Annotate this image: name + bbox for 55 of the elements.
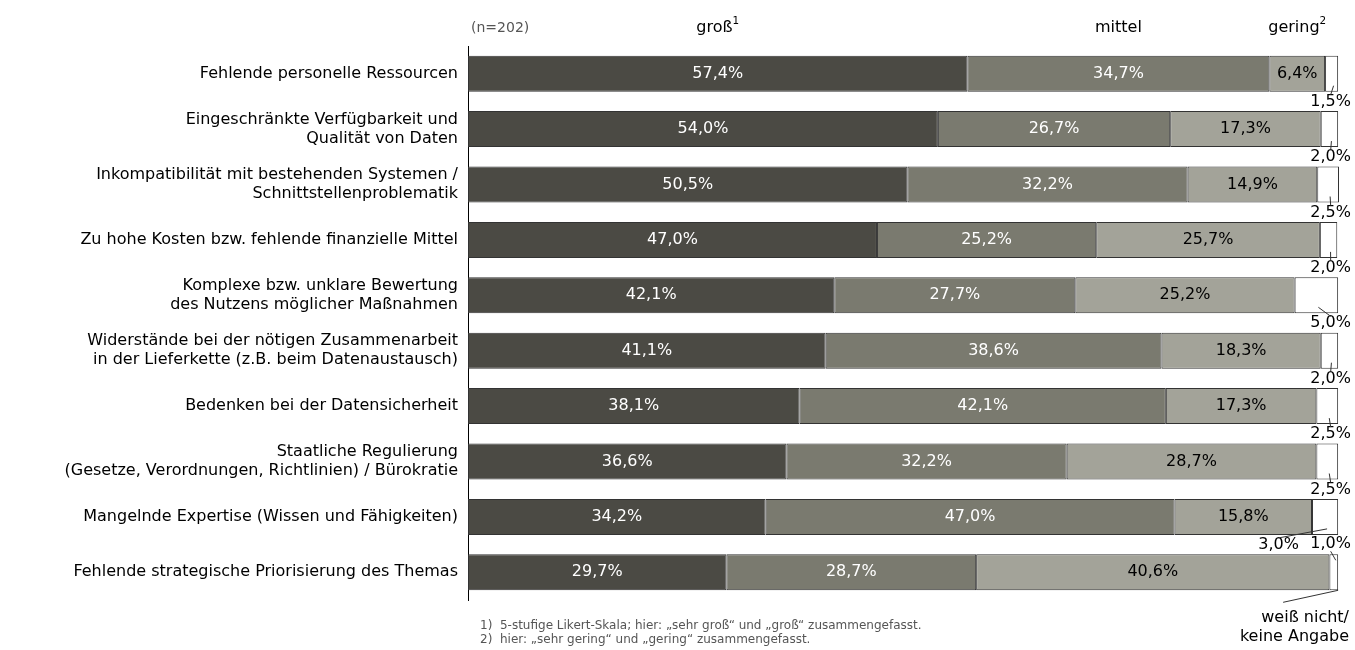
data-label: 47,0% bbox=[944, 506, 996, 526]
data-label: 28,7% bbox=[1166, 450, 1217, 470]
text: 1) 5-stufige Likert-Skala; hier: „sehr groß“ und „groß“ zusammengefasst. bbox=[480, 618, 922, 633]
data-label: 2,5% bbox=[1310, 423, 1351, 443]
y-tick-label: Widerstände bei der nötigen Zusammenarbeit in der Lieferkette (z.B. beim Datenaustausch) bbox=[87, 330, 458, 369]
data-label: 26,7% bbox=[1028, 118, 1080, 138]
data-label: 32,2% bbox=[901, 450, 952, 470]
y-tick-label: Fehlende strategische Priorisierung des Themas bbox=[73, 561, 458, 581]
series-label: weiß nicht/ keine Angabe bbox=[1239, 607, 1350, 646]
data-label: 38,6% bbox=[968, 339, 1019, 359]
data-label: 54,0% bbox=[677, 118, 729, 138]
y-tick-label: Inkompatibilität mit bestehenden Systemen / Schnittstellenproblematik bbox=[96, 164, 459, 203]
data-label: 25,2% bbox=[1159, 284, 1211, 304]
data-label: 2,0% bbox=[1310, 146, 1351, 166]
data-label: 27,7% bbox=[929, 284, 981, 304]
data-label: 2,0% bbox=[1310, 367, 1351, 387]
data-label: 28,7% bbox=[825, 561, 877, 581]
data-label: 1,5% bbox=[1310, 90, 1351, 110]
series-label: mittel bbox=[1094, 17, 1142, 37]
data-label: 36,6% bbox=[601, 450, 653, 470]
y-tick-label: Bedenken bei der Datensicherheit bbox=[185, 395, 458, 415]
data-label: 57,4% bbox=[692, 62, 744, 82]
y-tick-label: Mangelnde Expertise (Wissen und Fähigkeiten) bbox=[83, 506, 458, 526]
data-label: 47,0% bbox=[647, 229, 698, 249]
data-label: 3,0% bbox=[1258, 534, 1299, 554]
text: (n=202) bbox=[471, 18, 530, 35]
data-label: 40,6% bbox=[1127, 561, 1179, 581]
data-label: 18,3% bbox=[1215, 339, 1267, 359]
data-label: 50,5% bbox=[662, 173, 714, 193]
data-label: 29,7% bbox=[571, 561, 623, 581]
data-label: 42,1% bbox=[625, 284, 677, 304]
y-tick-label: Staatliche Regulierung (Gesetze, Verordnungen, Richtlinien) / Bürokratie bbox=[64, 441, 458, 480]
data-label: 1,0% bbox=[1310, 533, 1351, 553]
data-label: 2,5% bbox=[1310, 478, 1351, 498]
data-label: 17,3% bbox=[1220, 118, 1271, 138]
data-label: 15,8% bbox=[1217, 506, 1269, 526]
data-label: 34,2% bbox=[591, 506, 643, 526]
data-label: 38,1% bbox=[608, 395, 660, 415]
data-label: 25,7% bbox=[1182, 229, 1234, 249]
data-label: 34,7% bbox=[1093, 62, 1144, 82]
data-label: 14,9% bbox=[1227, 173, 1278, 193]
y-tick-label: Komplexe bzw. unklare Bewertung des Nutzens möglicher Maßnahmen bbox=[170, 274, 458, 314]
data-label: 2,0% bbox=[1310, 257, 1351, 277]
data-label: 41,1% bbox=[621, 339, 673, 359]
y-tick-label: Eingeschränkte Verfügbarkeit und Qualität von Daten bbox=[185, 108, 458, 147]
data-label: 32,2% bbox=[1022, 173, 1073, 193]
y-tick-label: Zu hohe Kosten bzw. fehlende finanzielle Mittel bbox=[80, 229, 458, 249]
text: 2) hier: „sehr gering“ und „gering“ zusammengefasst. bbox=[480, 632, 811, 647]
data-label: 6,4% bbox=[1276, 62, 1318, 82]
y-tick-label: Fehlende personelle Ressourcen bbox=[199, 62, 458, 82]
data-label: 42,1% bbox=[957, 395, 1009, 415]
data-label: 17,3% bbox=[1215, 395, 1267, 415]
data-label: 2,5% bbox=[1310, 201, 1351, 221]
data-label: 25,2% bbox=[961, 229, 1013, 249]
data-label: 5,0% bbox=[1310, 312, 1351, 332]
